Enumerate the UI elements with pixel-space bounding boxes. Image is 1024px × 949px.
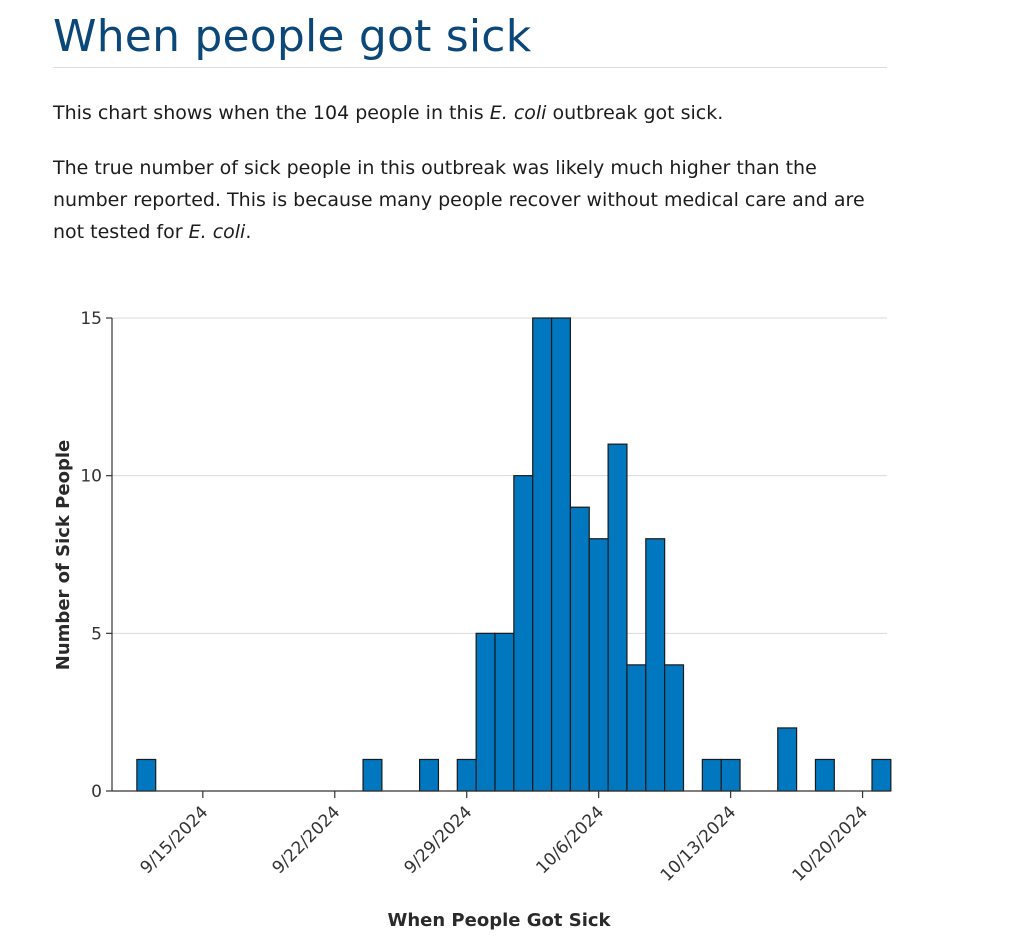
x-axis-title: When People Got Sick	[387, 910, 611, 931]
bar-2024-10-04	[550, 317, 571, 792]
bar-2024-10-01	[494, 632, 515, 792]
bar-2024-10-05	[569, 506, 590, 792]
x-tick-label: 9/29/2024	[400, 802, 476, 878]
bar-2024-10-02	[513, 475, 534, 792]
p2-text-end: .	[245, 221, 252, 243]
y-axis-title: Number of Sick People	[53, 440, 74, 670]
p1-italic-organism: E. coli	[489, 102, 547, 124]
x-tick-label: 10/6/2024	[532, 802, 608, 878]
p1-text-end: outbreak got sick.	[546, 102, 724, 124]
bar-2024-09-30	[475, 632, 496, 792]
content-section: When people got sick This chart shows wh…	[53, 0, 887, 243]
page-title: When people got sick	[53, 11, 532, 62]
bar-2024-10-09	[645, 538, 666, 792]
bar-2024-10-12	[701, 758, 722, 792]
gridlines	[112, 317, 887, 634]
p1-text-start: This chart shows when the 104 people in …	[53, 102, 490, 124]
x-tick-label: 9/22/2024	[269, 802, 345, 878]
y-tick-label: 10	[80, 467, 102, 487]
bar-2024-10-06	[588, 538, 609, 792]
bar-2024-09-27	[419, 758, 440, 792]
axes: 0 5 10 15 9/15/2024 9/22/2024 9/29/2024 10/6/20…	[80, 309, 887, 886]
bar-2024-10-08	[626, 664, 647, 792]
x-tick-label: 9/15/2024	[137, 802, 213, 878]
bar-2024-10-07	[607, 443, 628, 792]
bar-2024-10-21	[871, 758, 892, 792]
x-tick-label: 10/13/2024	[657, 802, 740, 885]
y-tick-label: 0	[91, 782, 102, 802]
p2-italic-organism: E. coli	[188, 221, 246, 243]
bar-2024-10-03	[532, 317, 553, 792]
intro-paragraph-1: This chart shows when the 104 people in …	[53, 98, 887, 128]
bar-2024-09-29	[456, 758, 477, 792]
bar-2024-10-10	[664, 664, 685, 792]
bar-2024-10-16	[777, 727, 798, 792]
y-tick-label: 5	[91, 624, 102, 644]
bar-2024-10-18	[814, 758, 835, 792]
bar-2024-09-24	[362, 758, 383, 792]
title-divider	[53, 67, 887, 68]
intro-paragraph-2: The true number of sick people in this o…	[53, 152, 873, 248]
y-tick-label: 15	[80, 309, 102, 329]
bar-2024-10-13	[720, 758, 741, 792]
p2-text-start: The true number of sick people in this o…	[53, 157, 865, 243]
bars	[136, 317, 892, 792]
bar-2024-09-12	[136, 758, 157, 792]
x-tick-label: 10/20/2024	[789, 802, 872, 885]
